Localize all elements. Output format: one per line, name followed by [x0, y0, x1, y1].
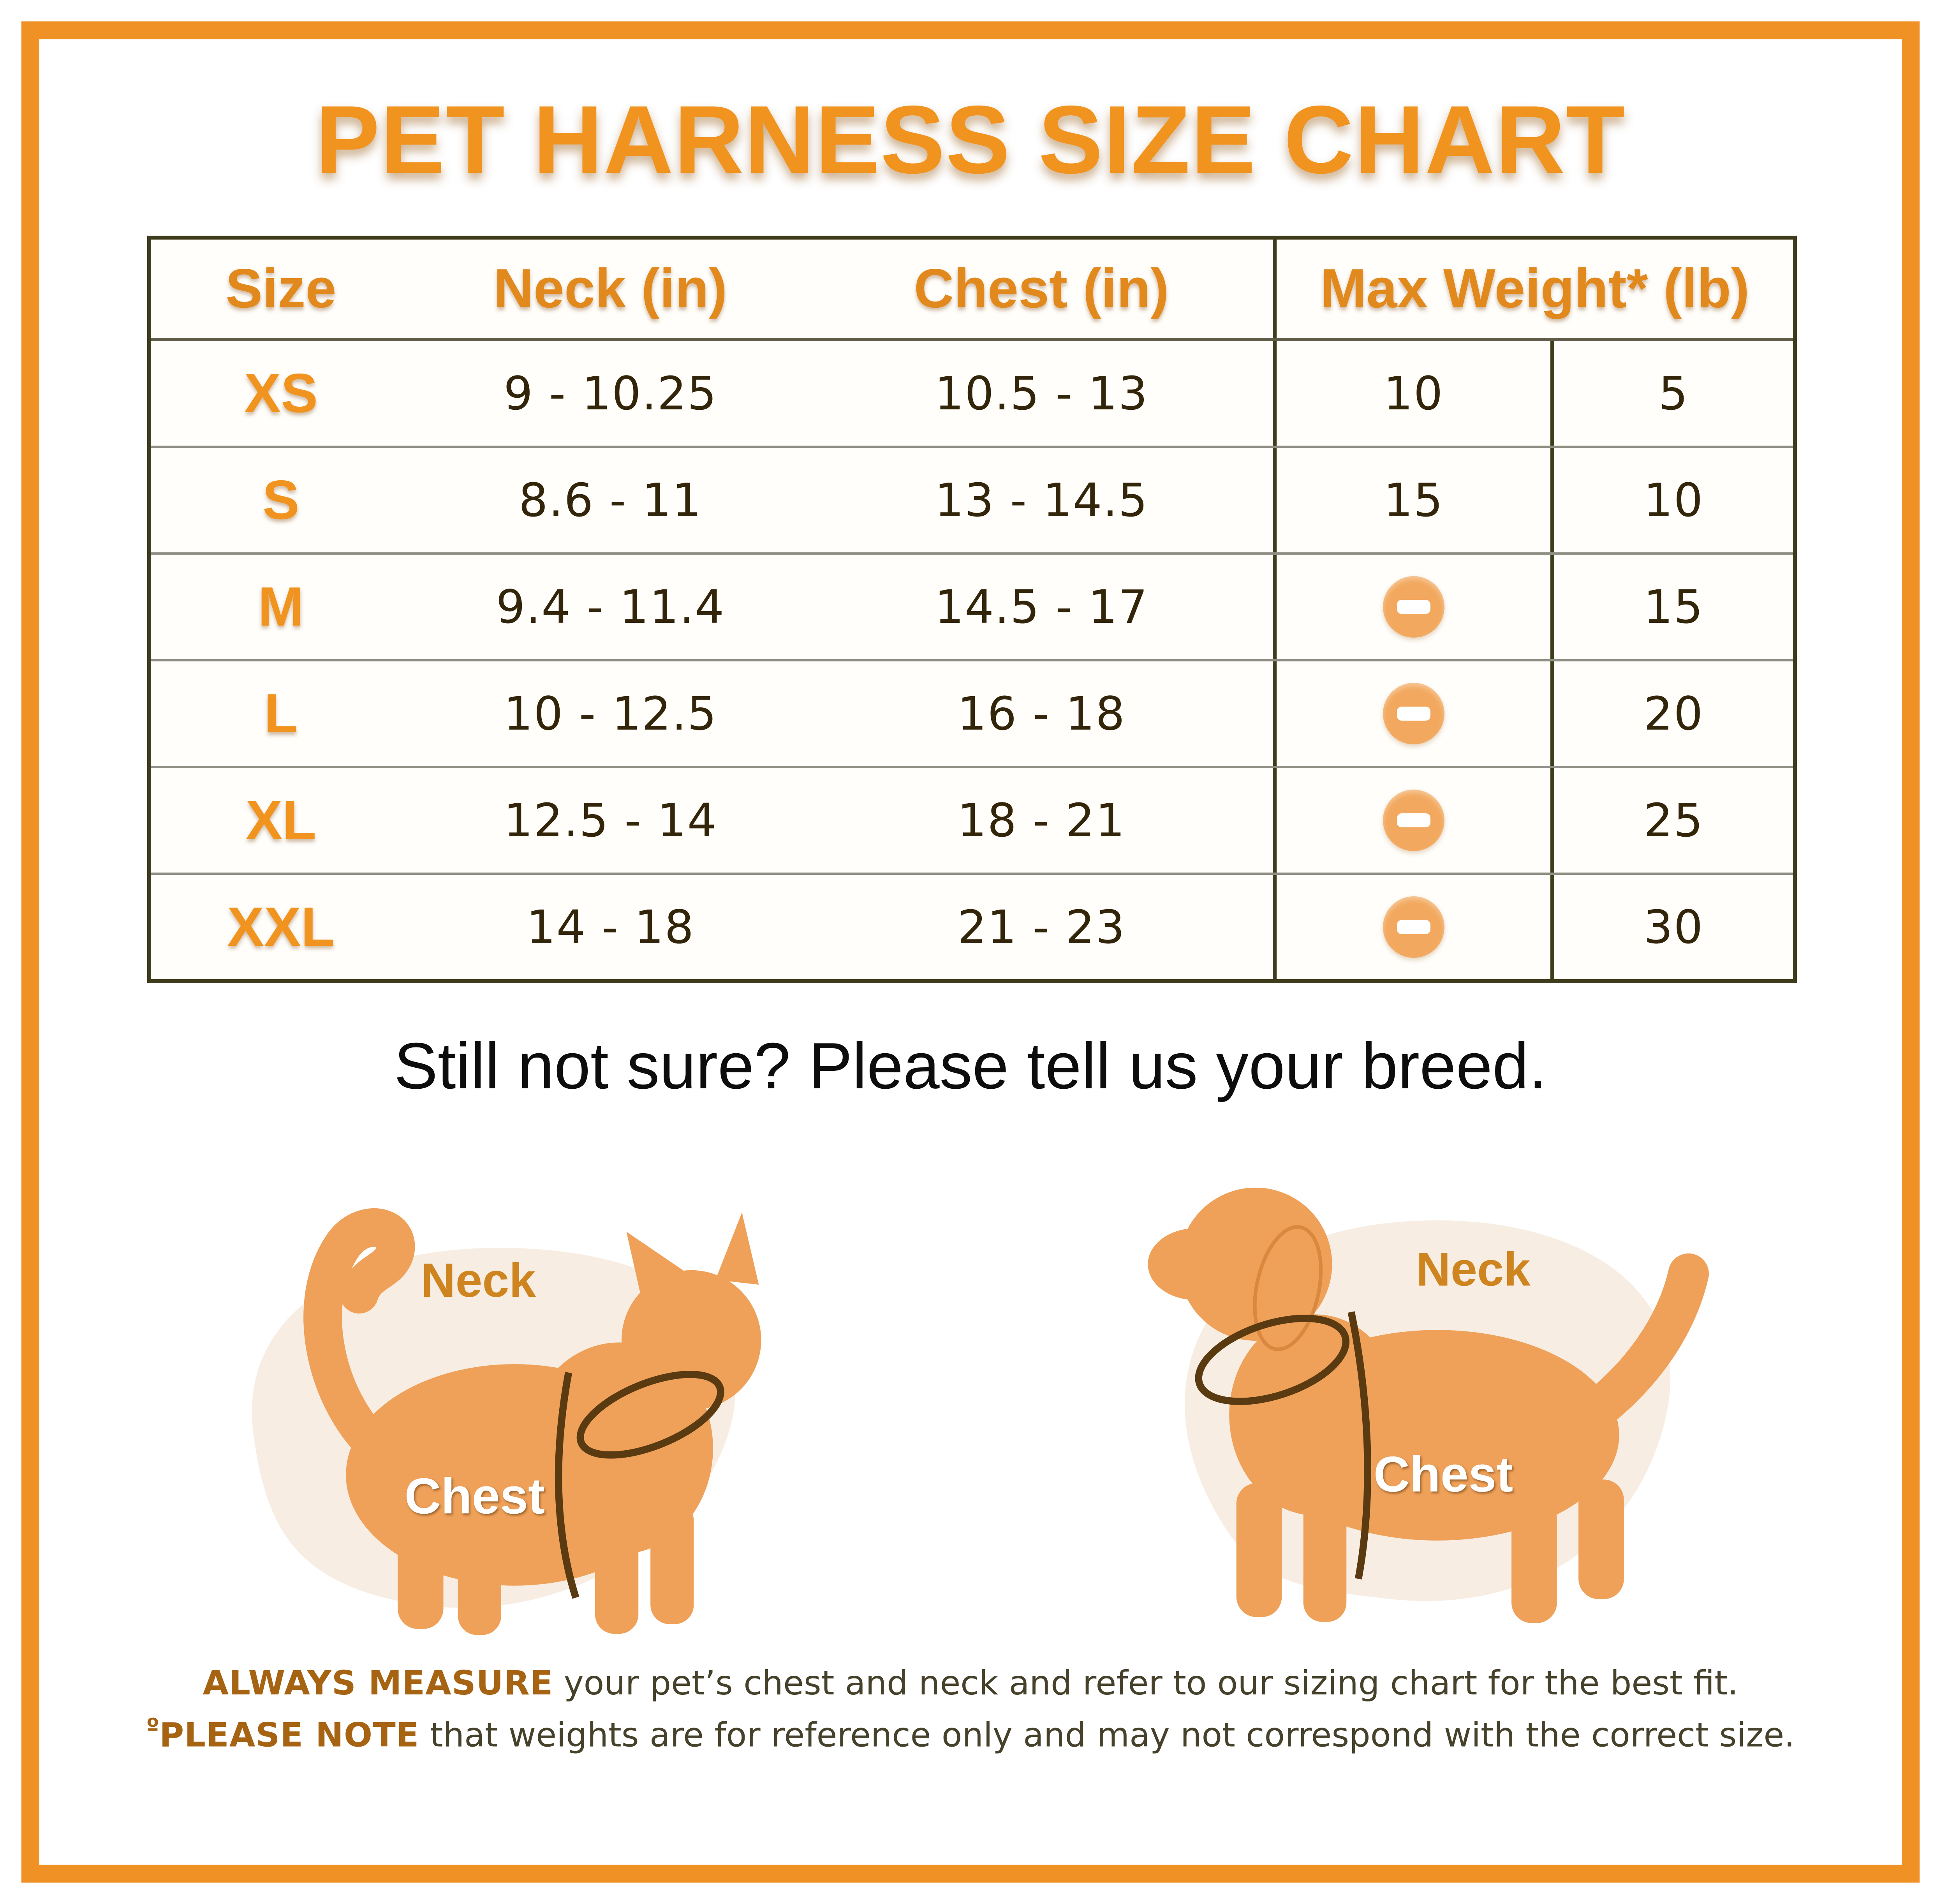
header-max-weight: Max Weight* (lb)	[1273, 240, 1793, 338]
neck-range-cell: 14 - 18	[526, 900, 695, 954]
cat-neck-label: Neck	[421, 1253, 536, 1307]
max-weight-col1-cell	[1273, 661, 1550, 766]
chest-range-cell: 10.5 - 13	[934, 367, 1148, 420]
max-weight-col2-cell: 10	[1550, 448, 1793, 552]
dog-neck-measure-line	[1195, 1315, 1350, 1405]
table-row: S 8.6 - 11 13 - 14.5 15 10	[151, 448, 1793, 555]
footnote: ALWAYS MEASURE your pet’s chest and neck…	[0, 1657, 1941, 1761]
page-title: PET HARNESS SIZE CHART	[315, 85, 1626, 194]
header-chest: Chest (in)	[914, 257, 1169, 319]
table-row: M 9.4 - 11.4 14.5 - 17 15	[151, 555, 1793, 661]
header-size: Size	[225, 257, 336, 319]
cat-chest-measure-line	[555, 1372, 579, 1599]
header-neck: Neck (in)	[493, 257, 727, 319]
max-weight-col1-cell: 10	[1273, 341, 1550, 446]
chest-range-cell: 18 - 21	[957, 793, 1126, 847]
footnote-line1-text: your pet’s chest and neck and refer to o…	[553, 1664, 1738, 1703]
max-weight-col2-cell: 5	[1550, 341, 1793, 446]
max-weight-col2-cell: 25	[1550, 768, 1793, 873]
footnote-line2-bold: PLEASE NOTE	[159, 1715, 419, 1755]
size-table: Size Neck (in) Chest (in) Max Weight* (l…	[147, 236, 1797, 983]
minus-icon	[1383, 790, 1444, 851]
footnote-line1-bold: ALWAYS MEASURE	[203, 1664, 553, 1703]
max-weight-col1-cell	[1273, 768, 1550, 873]
max-weight-col1-cell	[1273, 555, 1550, 659]
max-weight-col2-cell: 15	[1550, 555, 1793, 659]
size-cell: XL	[245, 789, 317, 851]
max-weight-col1-cell: 15	[1273, 448, 1550, 552]
footnote-line2-text: that weights are for reference only and …	[419, 1715, 1795, 1755]
table-header-row: Size Neck (in) Chest (in) Max Weight* (l…	[151, 240, 1793, 341]
max-weight-col2-cell: 30	[1550, 875, 1793, 979]
dog-chest-label: Chest	[1374, 1446, 1513, 1502]
size-cell: XXL	[227, 896, 335, 958]
dog-illustration: Neck Chest	[1090, 1106, 1760, 1659]
frame-border	[21, 21, 1920, 1883]
cat-neck-measure-line	[576, 1371, 724, 1459]
footnote-marker: º	[146, 1714, 160, 1741]
cat-illustration: Neck Chest	[171, 1126, 833, 1657]
table-body: XS 9 - 10.25 10.5 - 13 10 5 S 8.6 - 11 1…	[151, 341, 1793, 979]
chest-range-cell: 13 - 14.5	[934, 473, 1148, 527]
cat-chest-label: Chest	[405, 1467, 545, 1524]
minus-icon	[1383, 683, 1444, 744]
footnote-line-1: ALWAYS MEASURE your pet’s chest and neck…	[0, 1657, 1941, 1709]
footnote-line-2: ºPLEASE NOTE that weights are for refere…	[0, 1709, 1941, 1761]
dog-neck-label: Neck	[1416, 1243, 1531, 1296]
chest-range-cell: 16 - 18	[957, 687, 1126, 740]
dog-silhouette-icon: Neck Chest	[1148, 1187, 1709, 1623]
cat-silhouette-icon: Neck Chest	[252, 1208, 761, 1635]
breed-help-text: Still not sure? Please tell us your bree…	[394, 1029, 1547, 1102]
size-cell: XS	[244, 362, 318, 424]
neck-range-cell: 10 - 12.5	[504, 687, 717, 740]
neck-range-cell: 9.4 - 11.4	[496, 580, 725, 634]
chest-range-cell: 21 - 23	[957, 900, 1126, 954]
neck-range-cell: 9 - 10.25	[504, 367, 717, 420]
table-row: XS 9 - 10.25 10.5 - 13 10 5	[151, 341, 1793, 448]
neck-range-cell: 12.5 - 14	[504, 793, 717, 847]
table-row: L 10 - 12.5 16 - 18 20	[151, 661, 1793, 768]
size-cell: M	[258, 576, 304, 638]
table-row: XL 12.5 - 14 18 - 21 25	[151, 768, 1793, 875]
max-weight-col1-cell	[1273, 875, 1550, 979]
table-row: XXL 14 - 18 21 - 23 30	[151, 875, 1793, 979]
size-cell: L	[264, 682, 298, 744]
size-cell: S	[262, 469, 299, 531]
minus-icon	[1383, 896, 1444, 958]
neck-range-cell: 8.6 - 11	[518, 473, 703, 527]
minus-icon	[1383, 576, 1444, 638]
max-weight-col2-cell: 20	[1550, 661, 1793, 766]
dog-chest-measure-line	[1347, 1311, 1371, 1580]
chest-range-cell: 14.5 - 17	[934, 580, 1148, 634]
